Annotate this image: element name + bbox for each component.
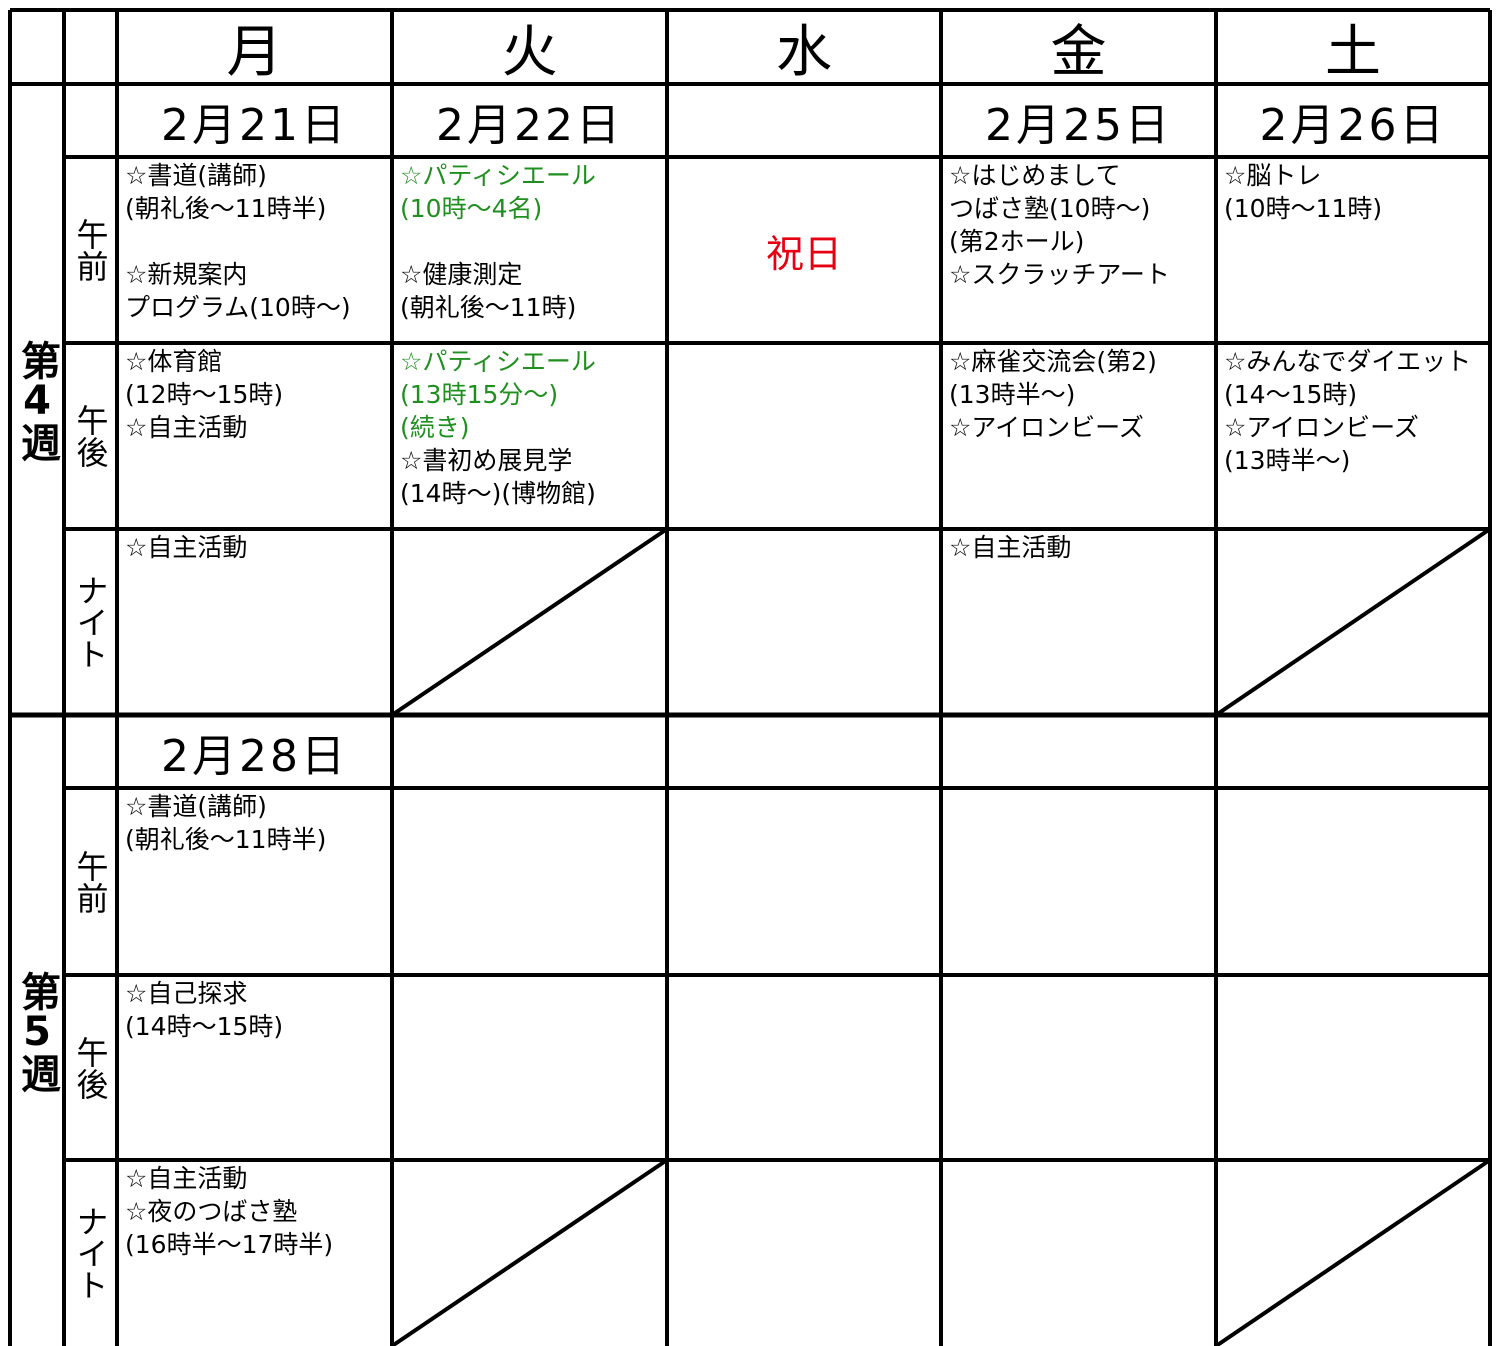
cell-line: ☆自主活動 — [125, 533, 248, 562]
cell: ☆体育館 (12時～15時) ☆自主活動 — [117, 345, 392, 529]
week-label: 第4週 — [10, 84, 64, 715]
cell-line: (13時半～) — [949, 380, 1076, 409]
cell: ☆パティシエール (13時15分～) (続き) ☆書初め展見学 (14時～)(博物館) — [392, 345, 667, 529]
cell-line: ☆アイロンビーズ — [1224, 413, 1419, 442]
cell: ☆自主活動 — [941, 531, 1216, 715]
cell-line: (朝礼後～11時半) — [125, 194, 327, 223]
cell-line: (10時～11時) — [1224, 194, 1383, 223]
day-header: 金 — [1050, 19, 1107, 85]
period-label-text: ナイト — [71, 574, 110, 670]
holiday-label: 祝日 — [765, 231, 842, 276]
period-label: ナイト — [64, 1160, 117, 1346]
day-header: 火 — [501, 19, 558, 85]
diagonal-slash — [1214, 1158, 1492, 1346]
cell: ☆みんなでダイエット (14～15時) ☆アイロンビーズ (13時半～) — [1216, 345, 1490, 529]
period-label: ナイト — [64, 529, 117, 715]
cell-line: (第2ホール) — [949, 227, 1085, 256]
cell-line — [400, 225, 667, 258]
cell-line: (14時～15時) — [125, 1012, 284, 1041]
period-label-text: 午後 — [71, 404, 110, 468]
cell-line: (16時半～17時半) — [125, 1230, 334, 1259]
cell-line: ☆アイロンビーズ — [949, 413, 1144, 442]
cell-line: ☆新規案内 — [125, 260, 248, 289]
date: 2月25日 — [985, 99, 1172, 151]
cell-line: ☆体育館 — [125, 347, 223, 376]
diagonal-slash — [390, 1158, 669, 1346]
cell: ☆はじめましてつばさ塾(10時～) (第2ホール) ☆スクラッチアート — [941, 159, 1216, 343]
cell-line: ☆パティシエール — [400, 161, 596, 190]
week-label-text: 第5週 — [14, 970, 60, 1091]
cell-line: つばさ塾(10時～) — [949, 194, 1151, 223]
cell: ☆自己探求 (14時～15時) — [117, 977, 392, 1160]
cell-line: ☆脳トレ — [1224, 161, 1322, 190]
period-label-text: 午前 — [71, 218, 110, 282]
cell-line: ☆自己探求 — [125, 979, 248, 1008]
diagonal-slash — [390, 527, 669, 717]
period-label: 午前 — [64, 788, 117, 975]
period-label: 午前 — [64, 157, 117, 343]
cell-line: ☆自主活動 — [949, 533, 1072, 562]
cell: ☆書道(講師) (朝礼後～11時半) ☆新規案内プログラム(10時～) — [117, 159, 392, 343]
date: 2月28日 — [161, 730, 348, 782]
date: 2月22日 — [436, 99, 623, 151]
cell-line: ☆自主活動 — [125, 1164, 248, 1193]
day-header: 土 — [1325, 19, 1381, 85]
week-label-text: 第4週 — [14, 339, 60, 460]
cell-line: (12時～15時) — [125, 380, 284, 409]
diagonal-slash — [1214, 527, 1492, 717]
cell: ☆自主活動 ☆夜のつばさ塾 (16時半～17時半) — [117, 1162, 392, 1346]
period-label-text: ナイト — [71, 1205, 110, 1301]
cell: ☆脳トレ (10時～11時) — [1216, 159, 1490, 343]
cell: ☆パティシエール (10時～4名) ☆健康測定 (朝礼後～11時) — [392, 159, 667, 343]
date: 2月21日 — [161, 99, 348, 151]
cell-line: (続き) — [400, 413, 470, 442]
cell-line: ☆パティシエール — [400, 347, 596, 376]
cell-line: ☆はじめまして — [949, 161, 1121, 190]
period-label: 午後 — [64, 343, 117, 529]
cell-line: (13時半～) — [1224, 446, 1351, 475]
cell-line: ☆スクラッチアート — [949, 260, 1170, 289]
cell-line: ☆健康測定 — [400, 260, 523, 289]
cell: ☆麻雀交流会(第2) (13時半～) ☆アイロンビーズ — [941, 345, 1216, 529]
cell-line — [125, 225, 392, 258]
cell-line: ☆書初め展見学 — [400, 446, 573, 475]
cell-line: ☆みんなでダイエット — [1224, 347, 1472, 376]
cell-line: ☆夜のつばさ塾 — [125, 1197, 298, 1226]
cell-line: (13時15分～) — [400, 380, 559, 409]
cell-line: ☆自主活動 — [125, 413, 248, 442]
period-label-text: 午前 — [71, 849, 110, 914]
cell-line: (朝礼後～11時) — [400, 293, 577, 322]
cell: ☆書道(講師) (朝礼後～11時半) — [117, 790, 392, 975]
day-header: 月 — [226, 19, 283, 85]
cell-line: プログラム(10時～) — [125, 293, 351, 322]
cell-line: (10時～4名) — [400, 194, 543, 223]
date: 2月26日 — [1259, 99, 1447, 151]
cell-line: (14時～)(博物館) — [400, 479, 596, 508]
cell-line: ☆書道(講師) — [125, 161, 267, 190]
cell: ☆自主活動 — [117, 531, 392, 715]
cell-line: (14～15時) — [1224, 380, 1358, 409]
period-label: 午後 — [64, 975, 117, 1160]
cell-line: ☆麻雀交流会(第2) — [949, 347, 1157, 376]
period-label-text: 午後 — [71, 1035, 110, 1100]
day-header: 水 — [776, 19, 832, 85]
cell-line: (朝礼後～11時半) — [125, 825, 327, 854]
week-label: 第5週 — [10, 715, 64, 1346]
cell-line: ☆書道(講師) — [125, 792, 267, 821]
